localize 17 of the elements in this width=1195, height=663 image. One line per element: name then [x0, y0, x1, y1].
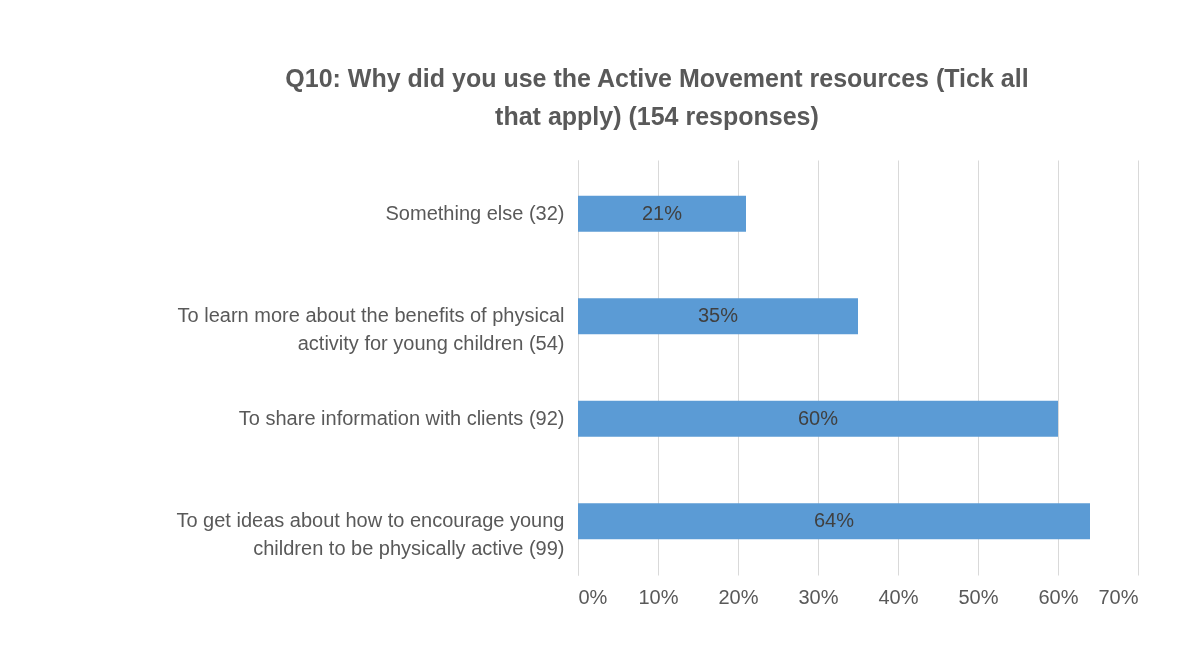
y-tick-label: Something else (32)	[385, 201, 565, 224]
y-tick-label: To get ideas about how to encourage young children to be physically active (99)	[176, 509, 565, 560]
x-tick-label: 70%	[1098, 585, 1139, 608]
x-tick-label: 60%	[1038, 585, 1079, 608]
data-label: 60%	[797, 406, 839, 429]
x-tick-label: 20%	[718, 585, 759, 608]
x-tick-label: 50%	[958, 585, 999, 608]
x-tick-label: 0%	[578, 585, 608, 608]
y-tick-label: To share information with clients (92)	[238, 406, 565, 429]
x-tick-label: 10%	[638, 585, 679, 608]
x-tick-label: 30%	[798, 585, 839, 608]
data-label: 64%	[813, 509, 855, 532]
y-tick-label: To learn more about the benefits of physical activity for young children (54)	[177, 304, 565, 355]
data-label: 35%	[697, 304, 739, 327]
x-tick-label: 40%	[878, 585, 919, 608]
data-label: 21%	[641, 201, 683, 224]
chart-title: Q10: Why did you use the Active Movement resources (Tick all that apply) (154 responses)	[285, 64, 1029, 130]
